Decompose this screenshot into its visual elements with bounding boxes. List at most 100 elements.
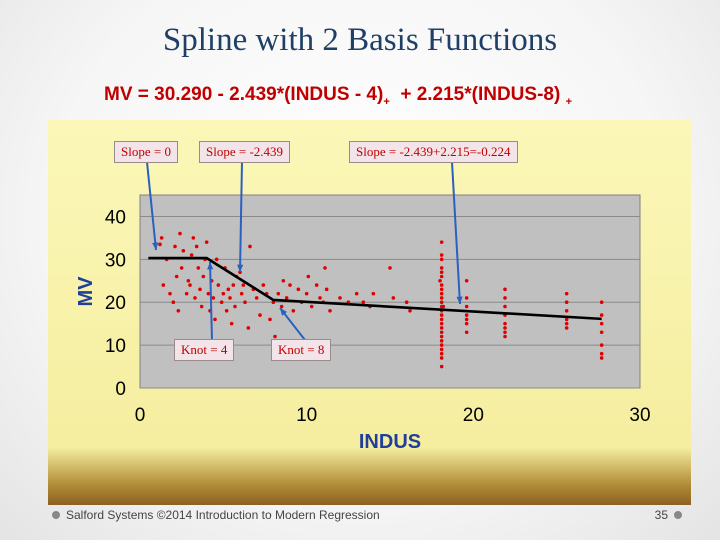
data-point xyxy=(503,296,507,300)
callout-slope-1: Slope = -2.439 xyxy=(199,141,291,163)
data-point xyxy=(439,339,444,343)
data-point xyxy=(191,236,196,240)
data-point xyxy=(273,334,277,339)
data-point xyxy=(439,296,444,300)
data-point xyxy=(439,283,444,287)
y-tick-label: 0 xyxy=(115,379,126,400)
data-point xyxy=(214,257,219,262)
data-point xyxy=(391,296,396,300)
data-point xyxy=(284,296,289,300)
data-point xyxy=(564,291,569,296)
x-tick-label: 30 xyxy=(629,405,650,426)
page-number: 35 xyxy=(654,508,668,522)
data-point xyxy=(174,274,179,279)
data-point xyxy=(291,309,296,313)
data-point xyxy=(241,283,246,287)
data-point xyxy=(408,309,412,313)
arrowhead-icon xyxy=(456,296,463,304)
data-point xyxy=(439,240,444,244)
data-point xyxy=(254,296,259,300)
data-point xyxy=(441,304,446,309)
data-point xyxy=(439,287,444,292)
data-point xyxy=(354,291,359,296)
y-tick-label: 20 xyxy=(105,293,126,314)
callout-knot-8: Knot = 8 xyxy=(271,339,332,361)
data-point xyxy=(503,330,507,335)
arrowhead-icon xyxy=(237,264,244,272)
data-point xyxy=(464,321,469,326)
data-point xyxy=(176,309,181,313)
data-point xyxy=(439,330,444,335)
data-point xyxy=(179,266,184,270)
data-point xyxy=(268,317,272,322)
data-point xyxy=(158,242,162,247)
formula-term-2: + 2.215*(INDUS-8) xyxy=(389,84,566,105)
data-point xyxy=(439,300,444,305)
data-point xyxy=(233,304,237,309)
data-point xyxy=(201,274,206,279)
data-point xyxy=(159,236,164,240)
data-point xyxy=(318,296,322,300)
callout-arrow xyxy=(146,161,157,251)
data-point xyxy=(226,287,231,292)
data-point xyxy=(439,334,444,339)
data-point xyxy=(439,343,444,347)
data-point xyxy=(309,304,314,309)
callout-knot-4: Knot = 4 xyxy=(174,339,235,361)
data-point xyxy=(438,278,442,283)
data-point xyxy=(338,296,342,300)
data-point xyxy=(178,231,182,236)
callout-arrow xyxy=(209,261,213,341)
data-point xyxy=(204,240,209,244)
footer-text: Salford Systems ©2014 Introduction to Mo… xyxy=(66,508,380,522)
data-point xyxy=(306,274,311,279)
data-point xyxy=(439,257,444,262)
callout-arrow xyxy=(451,161,461,305)
data-point xyxy=(196,266,201,270)
data-point xyxy=(199,304,204,309)
data-point xyxy=(439,266,444,270)
callout-slope-2: Slope = -2.439+2.215=-0.224 xyxy=(349,141,518,163)
x-axis-label: INDUS xyxy=(359,431,421,453)
arrowhead-icon xyxy=(280,308,287,316)
data-point xyxy=(246,326,251,330)
x-tick-label: 20 xyxy=(463,405,484,426)
data-point xyxy=(599,356,604,360)
data-point xyxy=(314,283,319,287)
data-point xyxy=(599,343,604,347)
data-point xyxy=(324,287,329,292)
data-point xyxy=(261,283,266,287)
data-point xyxy=(439,253,444,257)
y-axis-label: MV xyxy=(75,276,97,307)
data-point xyxy=(404,300,409,305)
data-point xyxy=(216,283,221,287)
data-point xyxy=(243,300,247,305)
data-point xyxy=(173,244,177,249)
data-point xyxy=(439,317,444,322)
data-point xyxy=(439,321,444,326)
data-point xyxy=(229,321,234,326)
footer-bullet-icon xyxy=(674,511,682,519)
data-point xyxy=(171,300,176,305)
data-point xyxy=(213,317,217,322)
data-point xyxy=(439,291,444,296)
data-point xyxy=(503,287,507,292)
data-point xyxy=(439,364,444,369)
data-point xyxy=(193,296,197,300)
arrowhead-icon xyxy=(207,262,214,270)
data-point xyxy=(323,266,327,270)
data-point xyxy=(221,291,226,296)
spline-fit-line xyxy=(148,256,602,321)
data-point xyxy=(228,296,232,300)
data-point xyxy=(206,291,211,296)
data-point xyxy=(439,270,444,275)
data-point xyxy=(564,321,569,326)
data-point xyxy=(439,351,444,356)
data-point xyxy=(181,248,186,253)
data-point xyxy=(168,291,172,296)
data-point xyxy=(464,304,469,309)
data-point xyxy=(464,313,469,317)
data-point xyxy=(189,253,194,257)
data-point xyxy=(328,309,332,313)
data-point xyxy=(186,278,191,283)
